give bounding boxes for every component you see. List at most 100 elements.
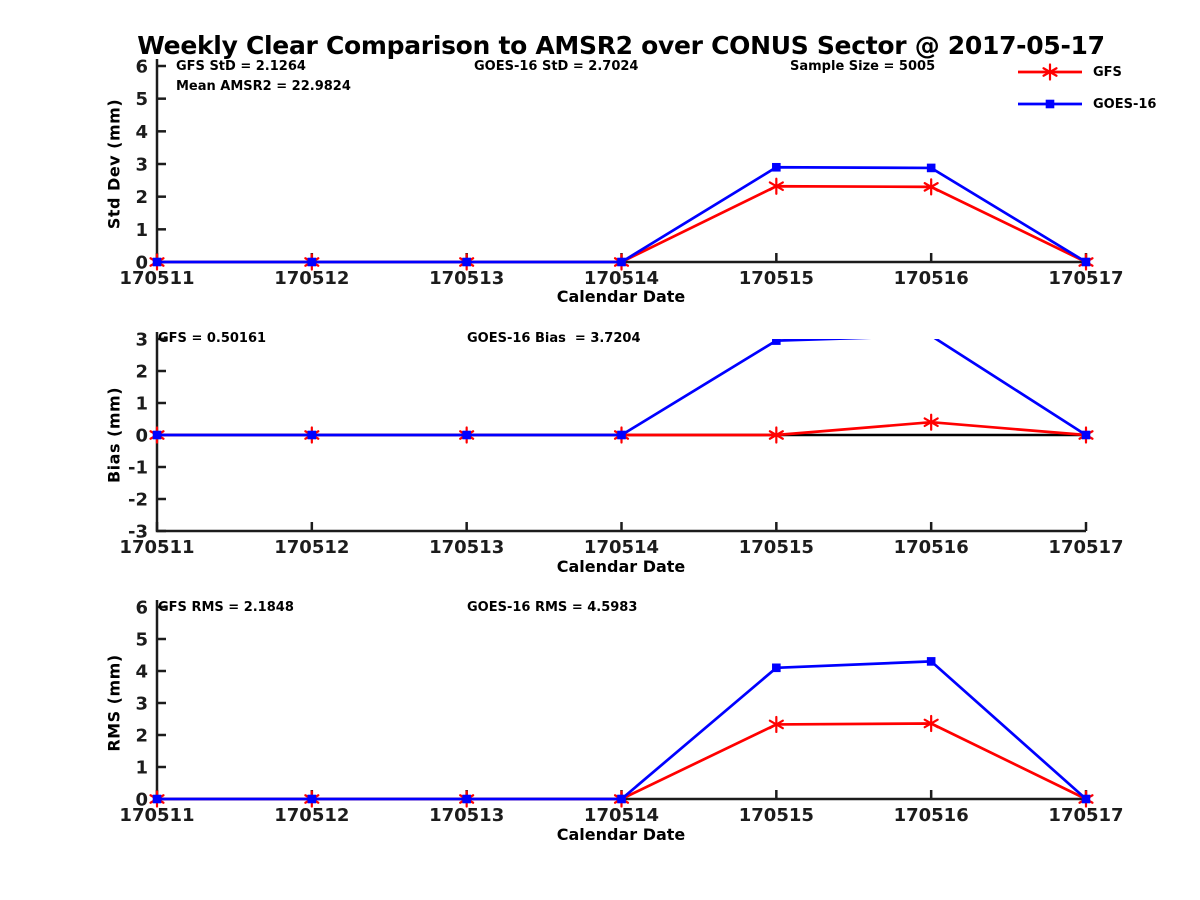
series-markers-gfs	[149, 177, 1094, 271]
annotation-gfs-bias: GFS = 0.50161	[158, 331, 267, 346]
series-markers-goes-16	[152, 657, 1091, 804]
legend-label: GOES-16	[1093, 96, 1157, 112]
y-tick-label: -3	[128, 522, 148, 543]
x-tick-label: 170514	[584, 268, 659, 289]
y-axis-label-bias: Bias (mm)	[104, 386, 124, 484]
y-tick-label: 4	[135, 122, 148, 143]
square-marker-icon	[772, 339, 781, 345]
x-tick-label: 170517	[1048, 268, 1123, 289]
y-tick-label: 2	[135, 362, 148, 383]
x-tick-label: 170512	[274, 537, 349, 558]
square-marker-icon	[152, 430, 162, 440]
square-marker-icon	[152, 794, 162, 804]
square-marker-icon	[307, 430, 317, 440]
y-tick-label: 3	[135, 155, 148, 176]
subplot-rms: 0 1 2 3 4 5 6 170511 170512 170513 170514 170515 170…	[119, 598, 1123, 827]
square-marker-icon	[926, 163, 936, 173]
square-marker-icon	[617, 430, 626, 440]
square-marker-icon	[617, 257, 626, 267]
square-marker-icon	[1081, 430, 1091, 440]
x-tick-label: 170514	[584, 805, 659, 826]
asterisk-marker-icon	[768, 715, 784, 734]
square-marker-icon	[1081, 257, 1091, 267]
x-tick-label: 170513	[429, 537, 504, 558]
square-marker-icon	[152, 257, 162, 267]
series-markers-goes-16	[152, 339, 1091, 440]
y-tick-label: 0	[135, 426, 148, 447]
y-axis-label-rms: RMS (mm)	[104, 654, 124, 752]
x-axis-label-2: Calendar Date	[556, 557, 686, 576]
y-tick-label: 2	[135, 726, 148, 747]
x-tick-label: 170511	[119, 268, 194, 289]
square-marker-icon	[617, 794, 626, 804]
series-line-gfs	[157, 722, 1087, 801]
square-marker-icon	[772, 663, 781, 673]
y-tick-label: -2	[128, 490, 148, 511]
legend-entry-gfs: GFS	[1016, 62, 1122, 82]
legend-goes-16-line-icon	[1018, 99, 1082, 109]
annotation-goes16-bias: GOES-16 Bias = 3.7204	[467, 331, 641, 346]
x-tick-label: 170514	[584, 537, 659, 558]
y-tick-label: 6	[135, 598, 148, 619]
x-axis-label-1: Calendar Date	[556, 287, 686, 306]
y-tick-label: 0	[135, 253, 148, 274]
y-axis-label-std-dev: Std Dev (mm)	[104, 98, 124, 230]
legend-entry-goes-16: GOES-16	[1016, 94, 1156, 114]
subplot-std-dev: 0 1 2 3 4 5 6 170511 170512 170513 170514 170515 170…	[119, 57, 1123, 290]
series-line-goes-16	[157, 339, 1087, 437]
asterisk-marker-icon	[923, 178, 939, 196]
square-marker-icon	[307, 257, 317, 267]
asterisk-marker-icon	[1042, 63, 1058, 81]
square-marker-icon	[462, 794, 471, 804]
x-tick-label: 170512	[274, 805, 349, 826]
x-tick-label: 170517	[1048, 537, 1123, 558]
x-axis-label-3: Calendar Date	[556, 825, 686, 844]
x-tick-label: 170516	[894, 537, 969, 558]
y-tick-label: 2	[135, 187, 148, 208]
legend-label: GFS	[1093, 64, 1122, 80]
y-tick-label: 5	[135, 630, 148, 651]
y-tick-label: 5	[135, 89, 148, 110]
asterisk-marker-icon	[768, 426, 784, 444]
y-tick-label: 0	[135, 790, 148, 811]
x-tick-label: 170513	[429, 268, 504, 289]
annotation-goes16-rms: GOES-16 RMS = 4.5983	[467, 600, 638, 615]
asterisk-marker-icon	[768, 177, 784, 195]
y-tick-label: 4	[135, 662, 148, 683]
y-tick-label: 1	[135, 394, 148, 415]
annotation-gfs-std: GFS StD = 2.1264	[176, 59, 306, 74]
x-tick-label: 170513	[429, 805, 504, 826]
series-markers-goes-16	[152, 162, 1091, 267]
square-marker-icon	[1045, 99, 1055, 109]
x-tick-label: 170515	[739, 805, 814, 826]
x-tick-label: 170511	[119, 537, 194, 558]
x-tick-label: 170515	[739, 268, 814, 289]
square-marker-icon	[307, 794, 317, 804]
x-tick-label: 170517	[1048, 805, 1123, 826]
square-marker-icon	[462, 430, 471, 440]
chart-title: Weekly Clear Comparison to AMSR2 over CO…	[137, 31, 1105, 60]
annotation-mean-amsr2: Mean AMSR2 = 22.9824	[176, 79, 351, 94]
square-marker-icon	[926, 657, 936, 666]
x-tick-label: 170511	[119, 805, 194, 826]
asterisk-marker-icon	[923, 714, 939, 733]
x-tick-label: 170516	[894, 268, 969, 289]
x-tick-label: 170516	[894, 805, 969, 826]
axis-spines	[155, 600, 1086, 801]
annotation-gfs-rms: GFS RMS = 2.1848	[158, 600, 294, 615]
series-line-goes-16	[157, 165, 1087, 264]
series-markers-gfs	[149, 714, 1094, 808]
x-tick-label: 170515	[739, 537, 814, 558]
annotation-sample-size: Sample Size = 5005	[790, 59, 936, 74]
x-tick-label: 170512	[274, 268, 349, 289]
series-line-gfs	[157, 184, 1087, 264]
y-tick-label: 1	[135, 220, 148, 241]
square-marker-icon	[772, 162, 781, 172]
y-tick-label: -1	[128, 458, 148, 479]
legend-gfs-line-icon	[1018, 63, 1082, 81]
y-tick-label: 1	[135, 758, 148, 779]
asterisk-marker-icon	[923, 413, 939, 431]
subplot-bias: -3 -2 -1 0 1 2 3 170511 170512 170513 170514 170515…	[119, 330, 1123, 559]
